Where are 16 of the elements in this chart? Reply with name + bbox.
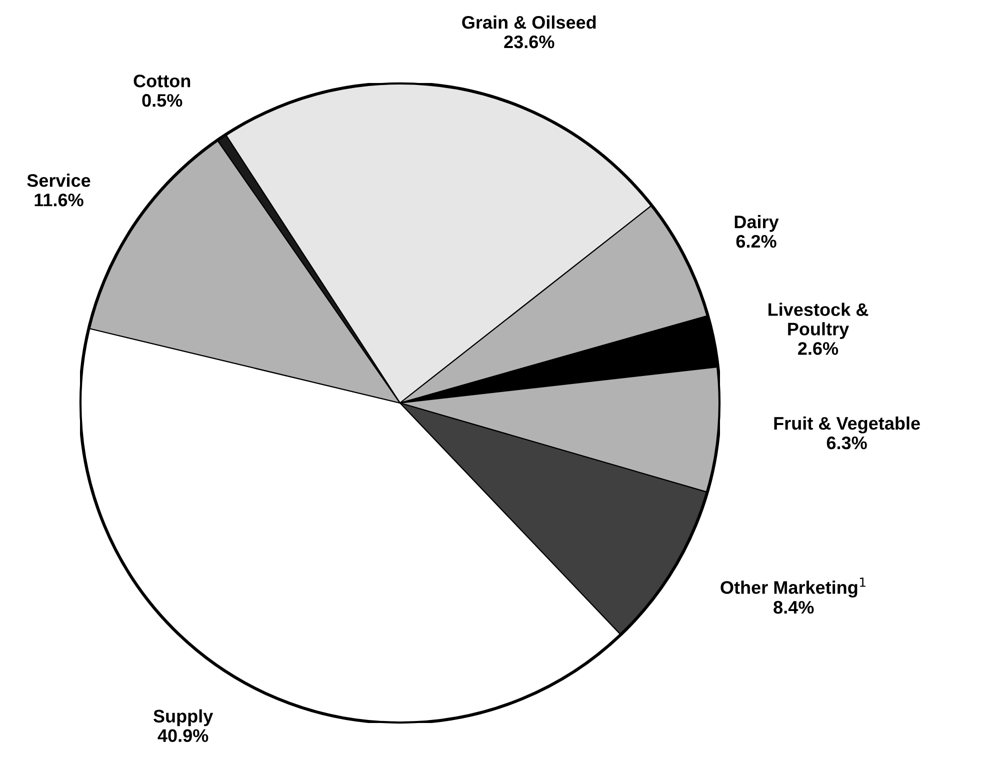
- slice-label: Dairy: [734, 215, 779, 232]
- slice-label: Other Marketing$^{1}$: [720, 578, 866, 598]
- data-label: 2.6%: [798, 342, 838, 355]
- slice-label: Fruit & Vegetable: [774, 416, 920, 434]
- data-label: 0.5%: [142, 94, 182, 107]
- slice-label: Service: [27, 174, 90, 187]
- data-label: 23.6%: [504, 35, 554, 48]
- data-label: 40.9%: [158, 729, 208, 742]
- data-label: 6.3%: [826, 436, 867, 450]
- data-label: 8.4%: [774, 600, 814, 614]
- data-label: 6.2%: [736, 234, 776, 248]
- slice-label: Cotton: [134, 74, 190, 88]
- slice-label: Grain & Oilseed: [462, 16, 596, 29]
- slice-label: Livestock & Poultry: [768, 302, 868, 340]
- slice-label: Supply: [153, 709, 214, 726]
- data-label: 11.6%: [34, 194, 84, 206]
